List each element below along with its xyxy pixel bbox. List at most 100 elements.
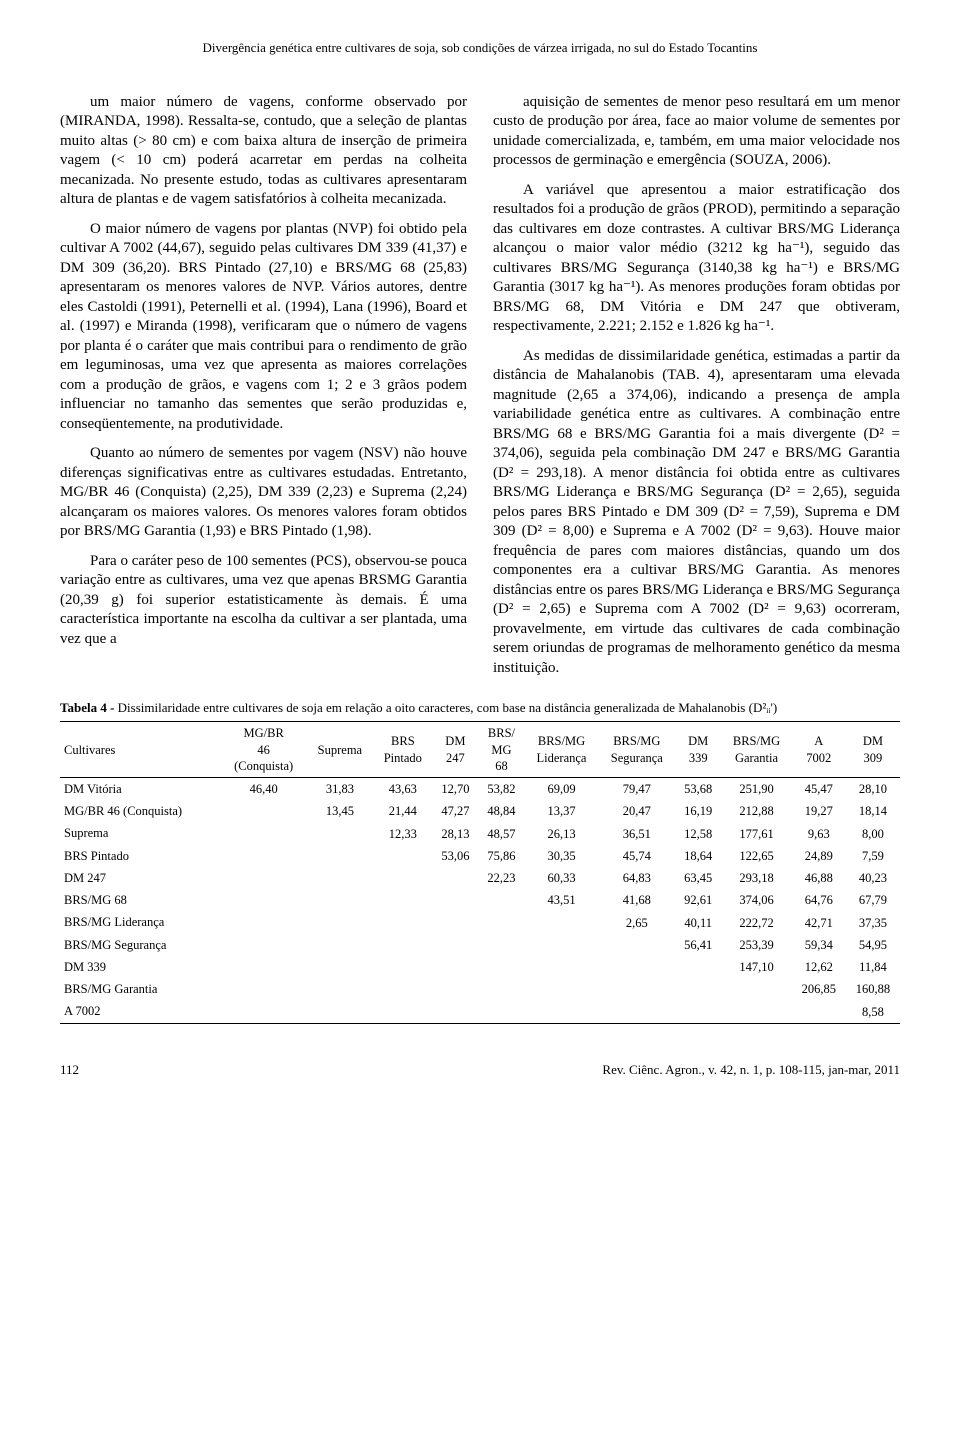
- table-cell: [221, 867, 307, 889]
- table-cell: [373, 912, 432, 934]
- table-cell: [478, 978, 524, 1000]
- table-row-label: MG/BR 46 (Conquista): [60, 800, 221, 822]
- table-cell: 59,34: [792, 934, 846, 956]
- table-cell: [373, 978, 432, 1000]
- table-cell: [432, 934, 478, 956]
- table-cell: [525, 1001, 599, 1024]
- table-cell: [675, 1001, 721, 1024]
- table-row: DM 339147,1012,6211,84: [60, 956, 900, 978]
- table-row: BRS Pintado53,0675,8630,3545,7418,64122,…: [60, 845, 900, 867]
- table-cell: [675, 956, 721, 978]
- dissimilarity-table: CultivaresMG/BR46(Conquista)SupremaBRSPi…: [60, 721, 900, 1024]
- table-cell: [306, 934, 373, 956]
- table-cell: 293,18: [721, 867, 792, 889]
- table-cell: [478, 934, 524, 956]
- table-cell: [792, 1001, 846, 1024]
- table-row-label: A 7002: [60, 1001, 221, 1024]
- table-cell: [306, 867, 373, 889]
- footer-citation: Rev. Ciênc. Agron., v. 42, n. 1, p. 108-…: [602, 1062, 900, 1079]
- table-cell: 75,86: [478, 845, 524, 867]
- table-cell: [373, 845, 432, 867]
- table-row-label: BRS/MG Garantia: [60, 978, 221, 1000]
- table-cell: [221, 845, 307, 867]
- table-cell: 56,41: [675, 934, 721, 956]
- table-cell: 67,79: [846, 889, 900, 911]
- table-cell: [478, 889, 524, 911]
- table-cell: 69,09: [525, 778, 599, 801]
- table-row-label: DM 247: [60, 867, 221, 889]
- table-cell: [599, 956, 676, 978]
- table-cell: [373, 1001, 432, 1024]
- table-cell: [599, 1001, 676, 1024]
- table-cell: 177,61: [721, 823, 792, 845]
- table-cell: [221, 934, 307, 956]
- table-cell: 43,51: [525, 889, 599, 911]
- table-cell: [373, 867, 432, 889]
- table-cell: [306, 912, 373, 934]
- table-row: MG/BR 46 (Conquista)13,4521,4447,2748,84…: [60, 800, 900, 822]
- table-cell: [432, 867, 478, 889]
- table-cell: 18,64: [675, 845, 721, 867]
- paragraph: Para o caráter peso de 100 sementes (PCS…: [60, 552, 467, 650]
- table-cell: 374,06: [721, 889, 792, 911]
- table-cell: [306, 889, 373, 911]
- table-header-cell: BRS/MGGarantia: [721, 722, 792, 778]
- table-row-label: Suprema: [60, 823, 221, 845]
- table-header-cell: BRSPintado: [373, 722, 432, 778]
- table-cell: [525, 934, 599, 956]
- table-cell: [306, 1001, 373, 1024]
- table-cell: [221, 912, 307, 934]
- paragraph: Quanto ao número de sementes por vagem (…: [60, 444, 467, 542]
- running-head: Divergência genética entre cultivares de…: [60, 40, 900, 57]
- table-cell: [432, 978, 478, 1000]
- paragraph: aquisição de sementes de menor peso resu…: [493, 93, 900, 171]
- table-cell: 12,58: [675, 823, 721, 845]
- table-cell: 46,40: [221, 778, 307, 801]
- table-row-label: BRS/MG 68: [60, 889, 221, 911]
- paragraph: A variável que apresentou a maior estrat…: [493, 181, 900, 337]
- table-row: DM Vitória46,4031,8343,6312,7053,8269,09…: [60, 778, 900, 801]
- table-row-label: BRS Pintado: [60, 845, 221, 867]
- paragraph: um maior número de vagens, conforme obse…: [60, 93, 467, 210]
- table-cell: 13,37: [525, 800, 599, 822]
- table-cell: 12,70: [432, 778, 478, 801]
- table-cell: 41,68: [599, 889, 676, 911]
- table-cell: 8,58: [846, 1001, 900, 1024]
- table-caption-text: Dissimilaridade entre cultivares de soja…: [118, 700, 777, 715]
- table-cell: [599, 978, 676, 1000]
- table-cell: 12,33: [373, 823, 432, 845]
- table-cell: 64,83: [599, 867, 676, 889]
- table-cell: 13,45: [306, 800, 373, 822]
- table-cell: 2,65: [599, 912, 676, 934]
- table-cell: [478, 1001, 524, 1024]
- table-cell: [432, 956, 478, 978]
- table-cell: [221, 1001, 307, 1024]
- table-cell: [675, 978, 721, 1000]
- table-cell: [306, 978, 373, 1000]
- table-header-cell: DM309: [846, 722, 900, 778]
- table-row-label: DM 339: [60, 956, 221, 978]
- table-row: Suprema12,3328,1348,5726,1336,5112,58177…: [60, 823, 900, 845]
- page-number: 112: [60, 1062, 79, 1079]
- table-cell: 36,51: [599, 823, 676, 845]
- table-cell: 42,71: [792, 912, 846, 934]
- table-row-label: BRS/MG Liderança: [60, 912, 221, 934]
- table-cell: [478, 956, 524, 978]
- table-cell: 31,83: [306, 778, 373, 801]
- body-text: um maior número de vagens, conforme obse…: [60, 93, 900, 679]
- table-cell: 92,61: [675, 889, 721, 911]
- table-cell: [432, 912, 478, 934]
- table-cell: 26,13: [525, 823, 599, 845]
- table-cell: 20,47: [599, 800, 676, 822]
- table-header-cell: Suprema: [306, 722, 373, 778]
- table-cell: [221, 823, 307, 845]
- table-header-cell: BRS/MGSegurança: [599, 722, 676, 778]
- table-row: DM 24722,2360,3364,8363,45293,1846,8840,…: [60, 867, 900, 889]
- table-row: BRS/MG 6843,5141,6892,61374,0664,7667,79: [60, 889, 900, 911]
- table-header-row: CultivaresMG/BR46(Conquista)SupremaBRSPi…: [60, 722, 900, 778]
- table-cell: [525, 912, 599, 934]
- table-row-label: BRS/MG Segurança: [60, 934, 221, 956]
- table-cell: [221, 889, 307, 911]
- table-cell: 48,57: [478, 823, 524, 845]
- table-cell: 28,10: [846, 778, 900, 801]
